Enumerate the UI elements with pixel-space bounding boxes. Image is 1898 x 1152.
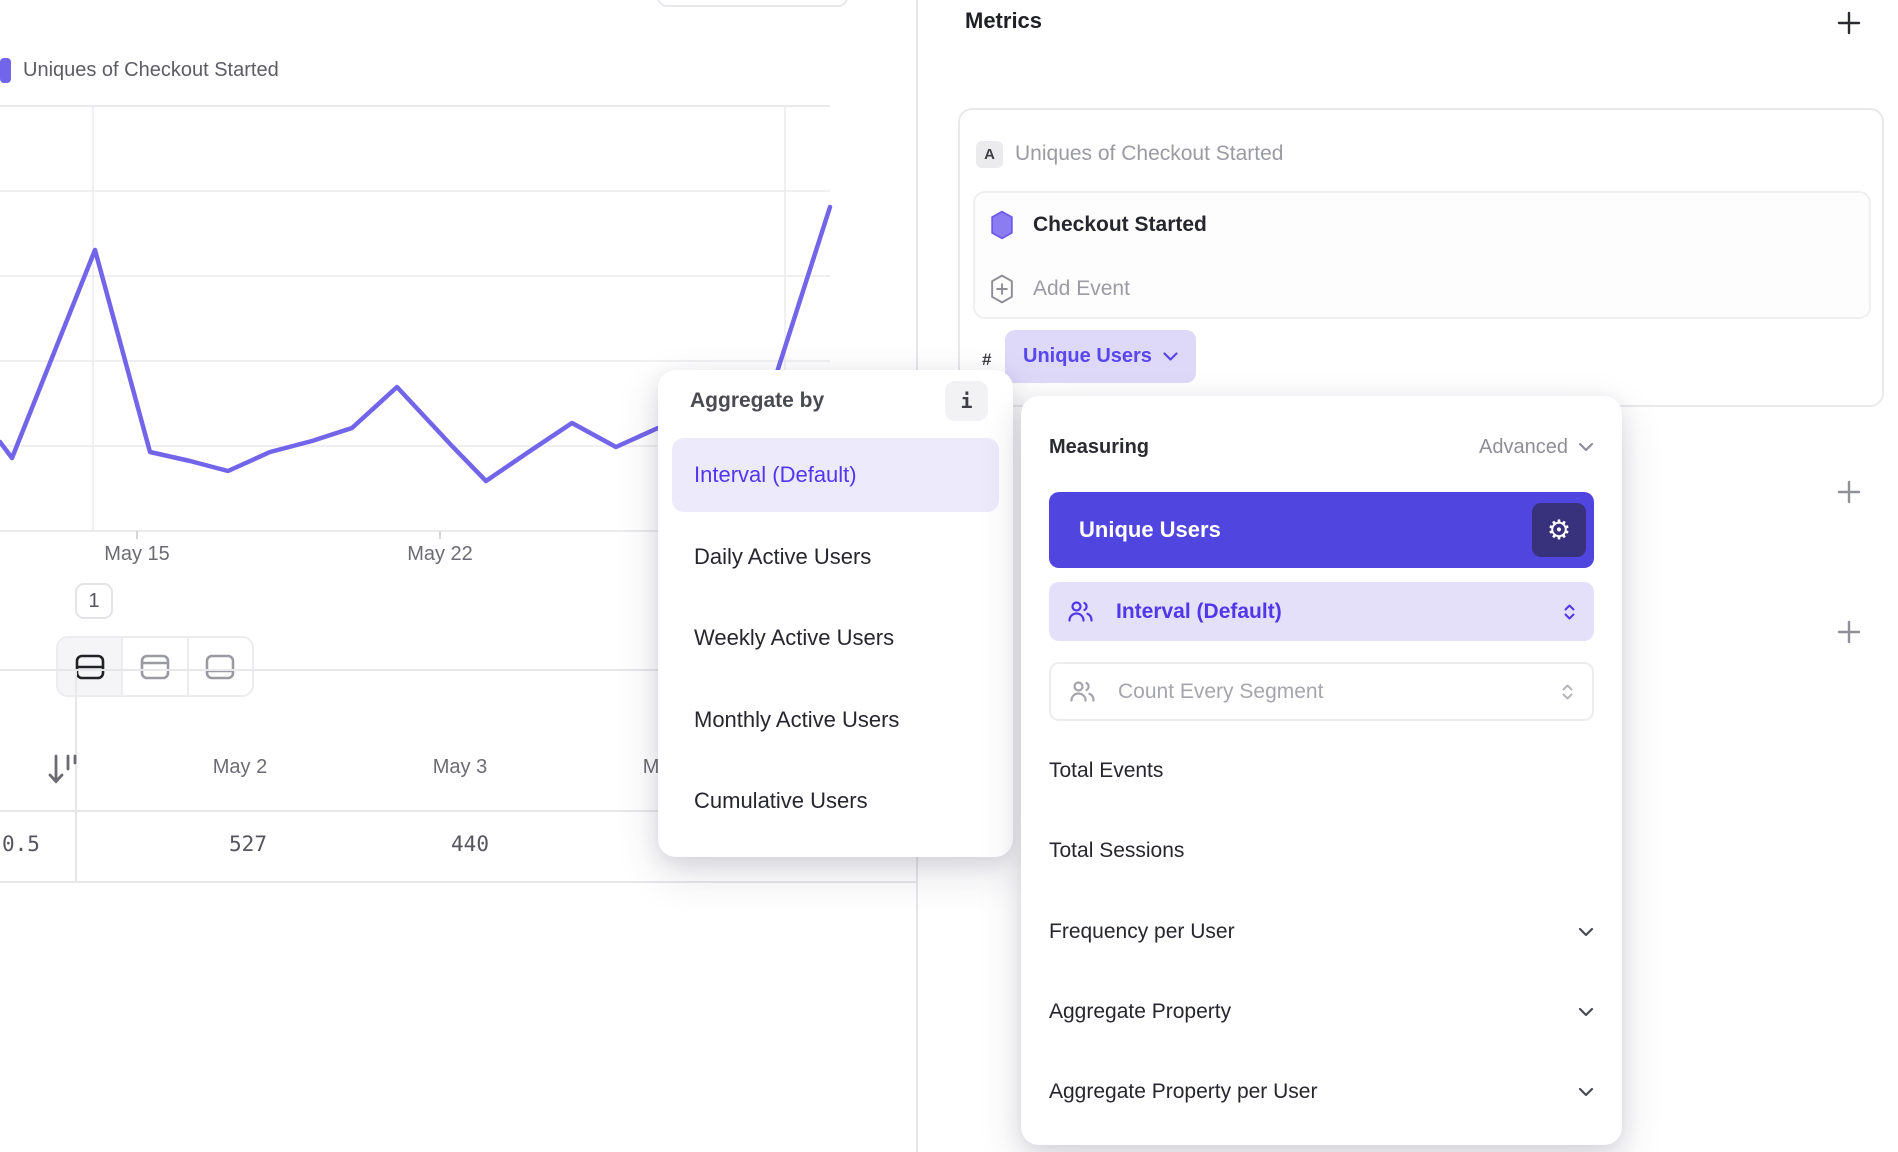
measuring-title: Measuring [1049,435,1150,458]
aggregate-option-cumulative-users[interactable]: Cumulative Users [694,788,868,813]
x-axis-tick-label: May 15 [104,543,170,565]
chevron-down-icon [1578,1087,1594,1097]
info-icon: i [960,389,973,413]
aggregate-option-interval-selected[interactable]: Interval (Default) [672,438,999,512]
add-metric-plus-icon[interactable] [1836,10,1862,36]
table-top-border [0,669,916,671]
measurement-dropdown-chip[interactable]: Unique Users [1005,330,1196,383]
chevron-down-icon [1578,927,1594,937]
table-value-cell: 440 [451,832,489,856]
metric-card: A Uniques of Checkout Started Checkout S… [958,108,1884,407]
header-top-icon [140,654,170,680]
measuring-interval-select[interactable]: Interval (Default) [1049,582,1594,641]
selected-event-row[interactable]: Checkout Started [975,193,1869,257]
table-value-cell: 0.5 [2,832,40,856]
legend-series-label: Uniques of Checkout Started [23,59,279,81]
measuring-popover: Measuring Advanced Unique Users ⚙ Interv… [1021,396,1622,1145]
aggregate-by-title: Aggregate by [690,389,825,412]
measuring-header: Measuring Advanced [1049,432,1594,462]
metrics-section-title: Metrics [965,8,1043,33]
select-updown-icon [1561,683,1574,701]
users-icon [1067,600,1094,623]
table-header-cell[interactable]: May 2 [212,756,268,778]
sort-descending-icon[interactable] [46,753,84,787]
table-column-divider [75,669,77,883]
measuring-option-total-sessions[interactable]: Total Sessions [1049,839,1185,862]
users-icon [1069,680,1096,703]
add-event-hexagon-plus-icon [989,274,1015,304]
add-breakdown-plus-icon[interactable] [1836,619,1862,645]
chevron-down-icon [1578,1007,1594,1017]
footer-bottom-icon [205,654,235,680]
measuring-option-aggregate-property[interactable]: Aggregate Property [1049,990,1594,1034]
info-button[interactable]: i [945,381,988,421]
layout-split-rows-button[interactable] [58,638,122,695]
metric-name-field[interactable]: Uniques of Checkout Started [1015,142,1284,165]
aggregate-option-weekly-active-users[interactable]: Weekly Active Users [694,625,895,650]
table-header-cell[interactable]: May 3 [432,756,488,778]
select-updown-icon [1563,603,1576,621]
x-axis-tick-label: May 22 [407,543,473,565]
aggregate-by-popover: Aggregate by i Interval (Default) Daily … [658,370,1013,857]
table-bottom-border [0,881,916,883]
measurement-chip-label: Unique Users [1023,345,1152,367]
gear-icon[interactable]: ⚙ [1532,503,1586,557]
table-header-divider [0,810,916,812]
table-value-cell: 527 [229,832,267,856]
event-name-label: Checkout Started [1033,213,1207,236]
chevron-down-icon [1578,442,1594,452]
aggregate-option-monthly-active-users[interactable]: Monthly Active Users [694,707,900,732]
aggregate-option-daily-active-users[interactable]: Daily Active Users [694,544,872,569]
split-rows-icon [75,654,105,680]
advanced-toggle[interactable]: Advanced [1479,436,1594,459]
event-selection-box: Checkout Started Add Event [973,191,1871,319]
legend-series-marker [0,58,11,83]
measuring-option-aggregate-property-per-user[interactable]: Aggregate Property per User [1049,1070,1594,1114]
table-layout-toggle-group [56,636,254,697]
add-event-row[interactable]: Add Event [975,257,1869,321]
chevron-down-icon [1163,352,1178,361]
layout-header-top-button[interactable] [121,638,187,695]
chart-legend[interactable]: Uniques of Checkout Started [0,58,279,83]
add-filter-plus-icon[interactable] [1836,479,1862,505]
measuring-option-unique-users-selected[interactable]: Unique Users [1049,492,1594,568]
layout-footer-bottom-button[interactable] [186,638,252,695]
metric-letter-badge: A [976,141,1003,168]
add-event-label: Add Event [1033,277,1130,300]
event-hexagon-icon [989,210,1015,240]
measuring-option-frequency-per-user[interactable]: Frequency per User [1049,910,1594,954]
series-count-badge[interactable]: 1 [75,583,113,619]
measuring-count-segment-select[interactable]: Count Every Segment [1049,662,1594,721]
measurement-type-hash-icon: # [982,350,992,369]
measuring-option-total-events[interactable]: Total Events [1049,759,1164,782]
